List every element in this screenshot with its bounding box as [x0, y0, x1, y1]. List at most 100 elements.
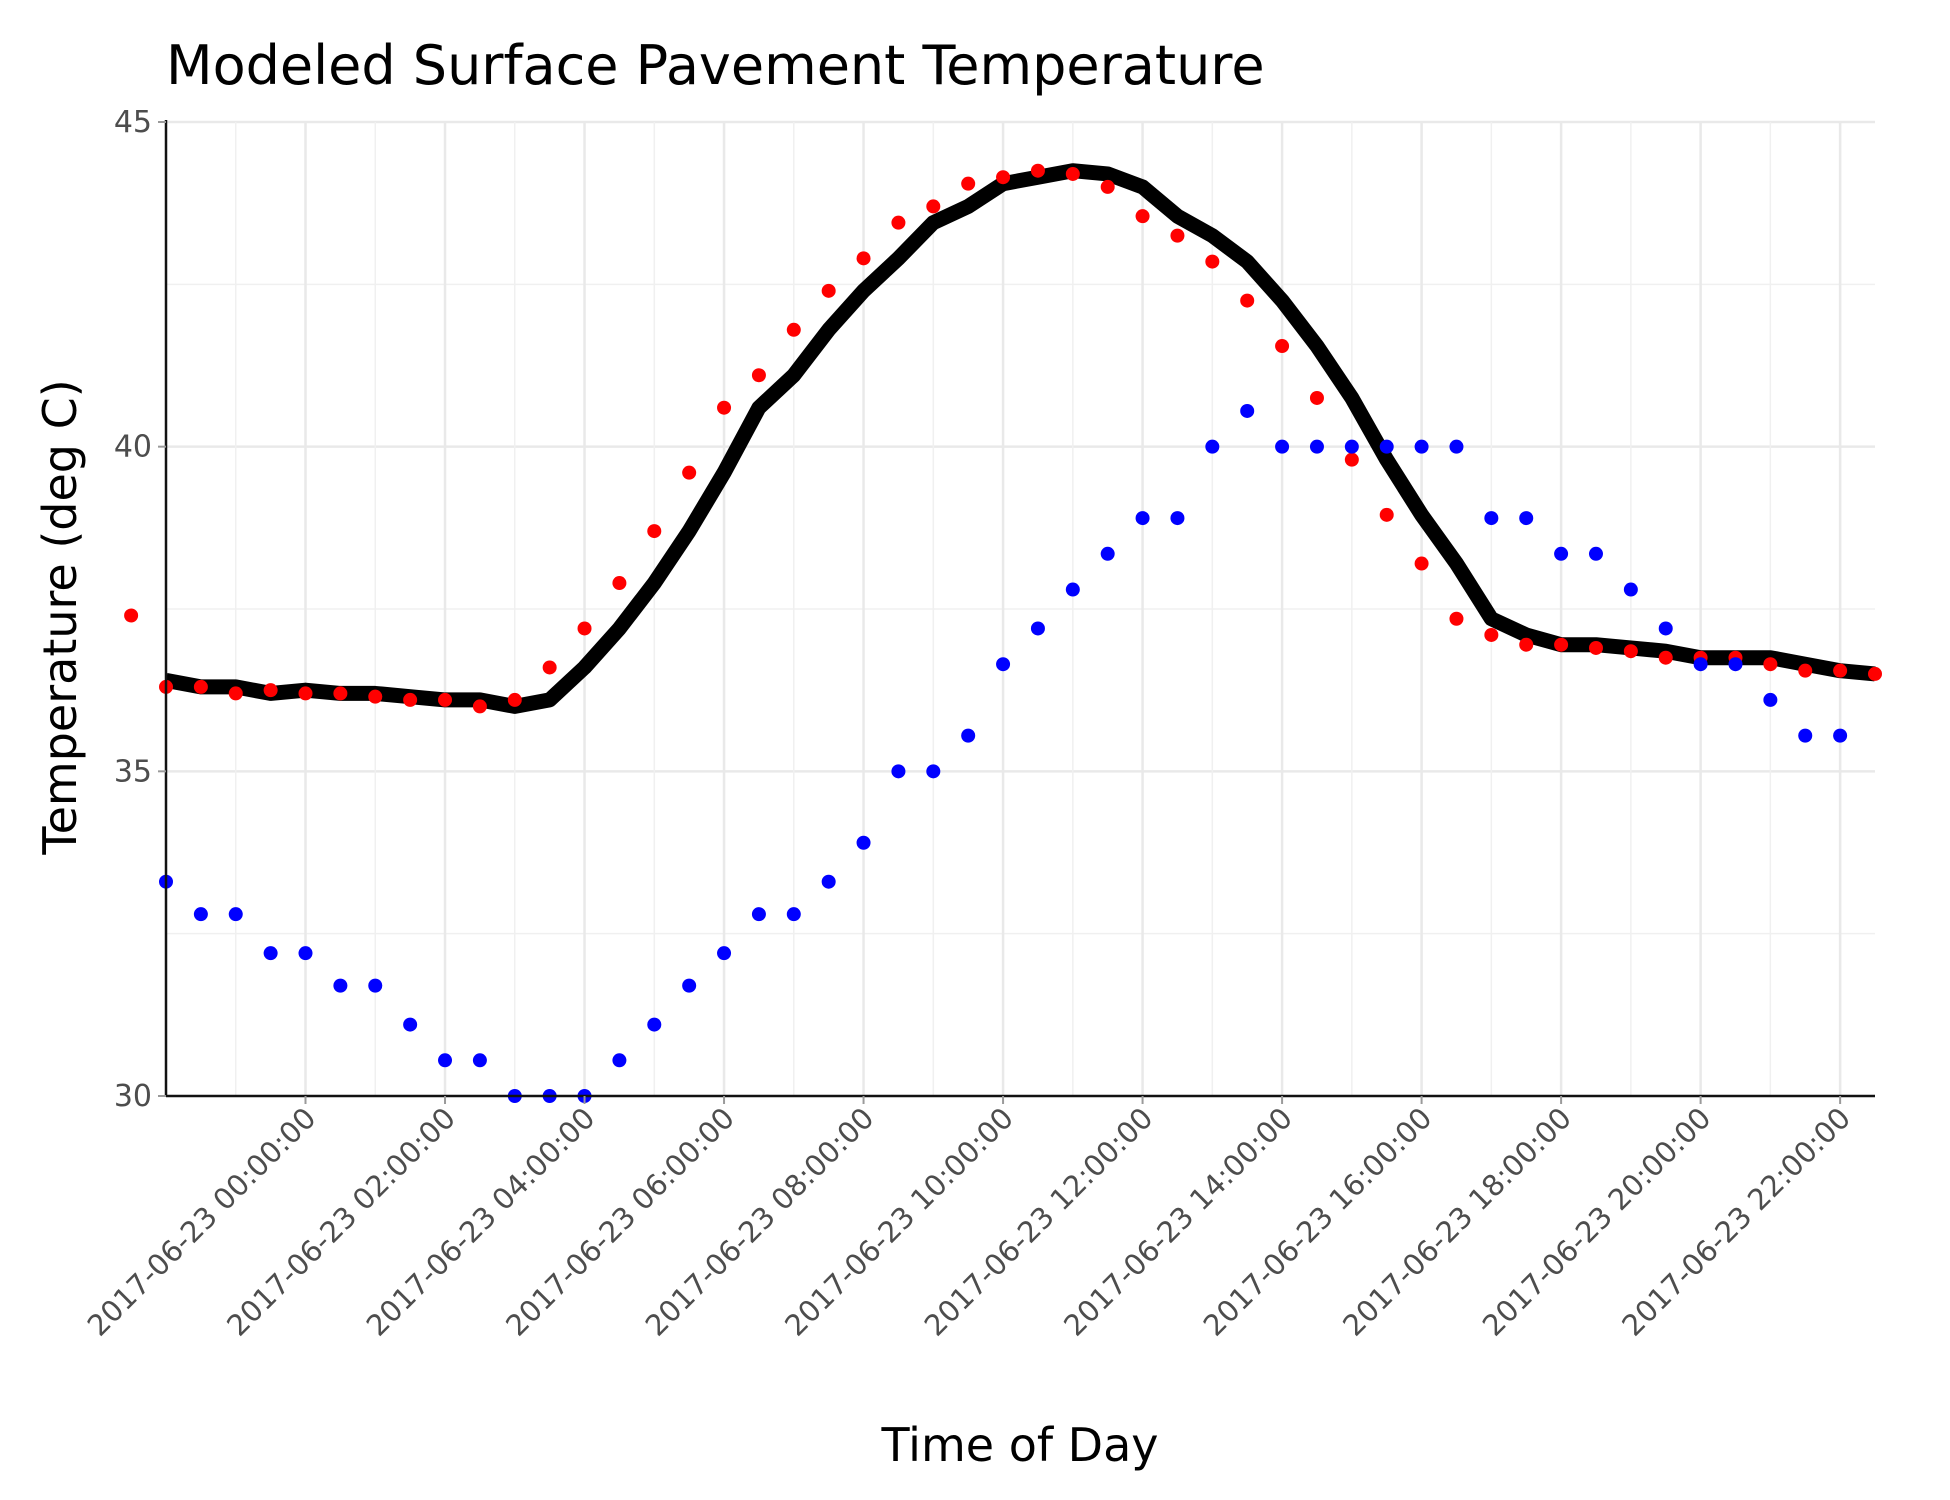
data-point — [1798, 728, 1813, 743]
data-point — [717, 400, 732, 415]
x-tick-label: 2017-06-23 08:00:00 — [639, 1101, 881, 1343]
data-point — [1100, 546, 1115, 561]
data-point — [298, 686, 313, 701]
data-point — [1554, 546, 1569, 561]
data-point — [717, 946, 732, 961]
data-point — [612, 576, 627, 591]
data-point — [472, 699, 487, 714]
y-axis-title: Temperature (deg C) — [33, 379, 87, 855]
data-point — [193, 679, 208, 694]
series-points-1 — [124, 163, 1882, 714]
data-point — [1240, 403, 1255, 418]
data-point — [1344, 452, 1359, 467]
data-point — [751, 368, 766, 383]
data-point — [472, 1053, 487, 1068]
data-point — [647, 1017, 662, 1032]
data-point — [333, 686, 348, 701]
data-point — [1205, 254, 1220, 269]
data-point — [926, 199, 941, 214]
data-point — [1693, 657, 1708, 672]
y-axis-ticks: 30 35 40 45 — [114, 105, 166, 1114]
data-point — [1100, 179, 1115, 194]
y-tick-label: 30 — [114, 1079, 152, 1114]
data-point — [124, 608, 139, 623]
data-point — [1588, 640, 1603, 655]
data-point — [1833, 728, 1848, 743]
data-point — [996, 657, 1011, 672]
data-point — [1205, 439, 1220, 454]
data-point — [1065, 166, 1080, 181]
data-point — [1309, 390, 1324, 405]
data-point — [228, 907, 243, 922]
data-point — [1414, 439, 1429, 454]
data-point — [891, 764, 906, 779]
data-point — [1588, 546, 1603, 561]
data-point — [1379, 439, 1394, 454]
data-point — [1030, 621, 1045, 636]
data-point — [1065, 582, 1080, 597]
data-point — [228, 686, 243, 701]
data-point — [1135, 511, 1150, 526]
data-point — [682, 978, 697, 993]
x-tick-label: 2017-06-23 16:00:00 — [1197, 1101, 1439, 1343]
x-tick-label: 2017-06-23 22:00:00 — [1615, 1101, 1857, 1343]
data-point — [368, 689, 383, 704]
data-point — [647, 524, 662, 539]
x-tick-label: 2017-06-23 06:00:00 — [499, 1101, 741, 1343]
data-point — [1623, 582, 1638, 597]
data-point — [1449, 611, 1464, 626]
data-point — [1170, 511, 1185, 526]
data-point — [507, 692, 522, 707]
data-point — [891, 215, 906, 230]
data-point — [1275, 339, 1290, 354]
x-tick-label: 2017-06-23 20:00:00 — [1476, 1101, 1718, 1343]
x-tick-label: 2017-06-23 18:00:00 — [1336, 1101, 1578, 1343]
data-point — [926, 764, 941, 779]
data-point — [368, 978, 383, 993]
data-point — [1763, 657, 1778, 672]
x-tick-label: 2017-06-23 04:00:00 — [360, 1101, 602, 1343]
data-point — [298, 946, 313, 961]
data-point — [961, 728, 976, 743]
axes — [164, 120, 1875, 1098]
y-tick-label: 40 — [114, 430, 152, 465]
x-axis-title: Time of Day — [881, 1418, 1159, 1472]
data-point — [612, 1053, 627, 1068]
data-point — [193, 907, 208, 922]
data-point — [786, 907, 801, 922]
chart-title: Modeled Surface Pavement Temperature — [166, 34, 1265, 97]
series-points-2 — [159, 403, 1848, 1103]
data-point — [996, 170, 1011, 185]
data-point — [263, 683, 278, 698]
x-tick-label: 2017-06-23 10:00:00 — [778, 1101, 1020, 1343]
data-point — [1135, 209, 1150, 224]
data-point — [1309, 439, 1324, 454]
data-point — [1240, 293, 1255, 308]
data-point — [856, 251, 871, 266]
y-tick-label: 35 — [114, 754, 152, 789]
data-point — [438, 1053, 453, 1068]
data-point — [1658, 621, 1673, 636]
data-point — [1414, 556, 1429, 571]
x-tick-label: 2017-06-23 12:00:00 — [918, 1101, 1160, 1343]
data-point — [1379, 507, 1394, 522]
x-tick-label: 2017-06-23 14:00:00 — [1057, 1101, 1299, 1343]
data-point — [821, 283, 836, 298]
data-point — [1658, 650, 1673, 665]
data-point — [1798, 663, 1813, 678]
data-point — [1519, 511, 1534, 526]
data-point — [1623, 644, 1638, 659]
x-tick-label: 2017-06-23 00:00:00 — [81, 1101, 323, 1343]
series-line — [164, 163, 1876, 714]
data-point — [577, 621, 592, 636]
data-point — [1484, 511, 1499, 526]
data-point — [438, 692, 453, 707]
data-point — [961, 176, 976, 191]
data-point — [1344, 439, 1359, 454]
data-point — [786, 322, 801, 337]
data-point — [1519, 637, 1534, 652]
data-point — [1275, 439, 1290, 454]
data-point — [1449, 439, 1464, 454]
